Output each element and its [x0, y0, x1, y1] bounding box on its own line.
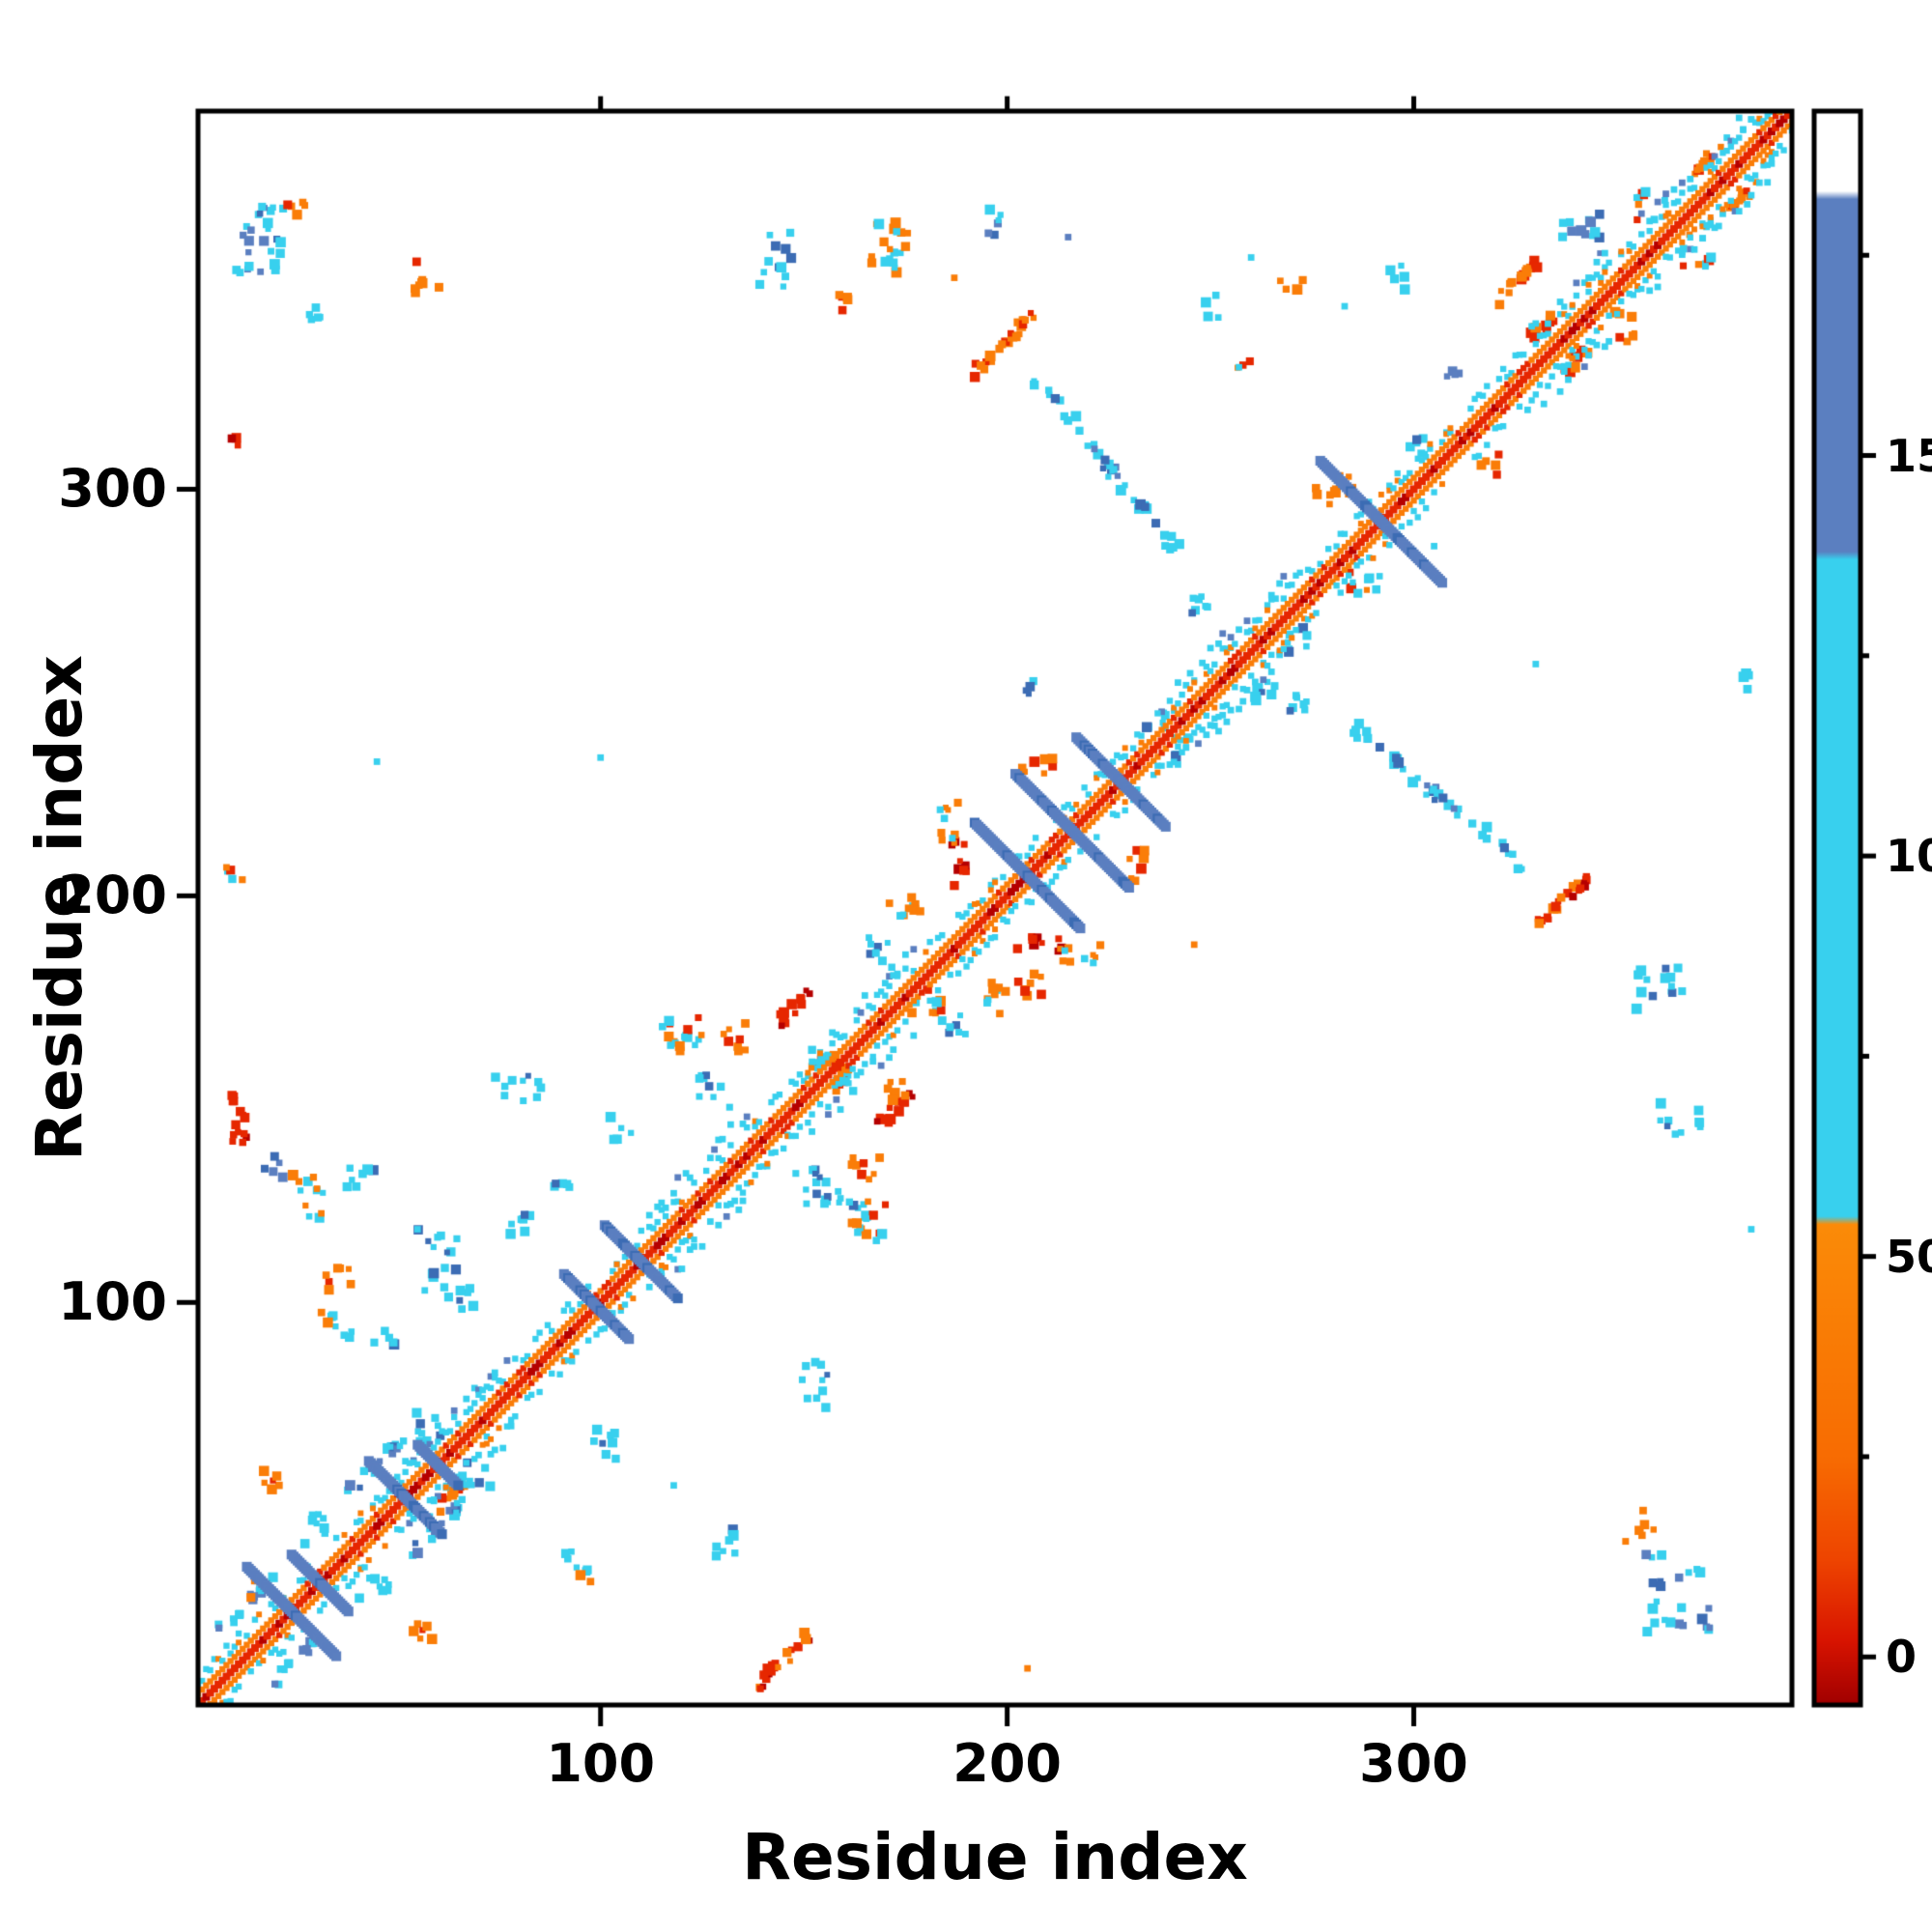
y-tick-label-100: 100: [58, 1271, 167, 1333]
colorbar-tick-label-100: 100: [1886, 830, 1932, 883]
y-tick-label-200: 200: [58, 865, 167, 926]
x-tick-label-100: 100: [546, 1733, 656, 1794]
x-axis-title: Residue index: [742, 1820, 1248, 1894]
y-tick-label-300: 300: [58, 458, 167, 520]
x-tick-label-200: 200: [952, 1733, 1062, 1794]
x-tick-label-300: 300: [1359, 1733, 1468, 1794]
colorbar-tick-label-50: 50: [1886, 1230, 1932, 1283]
colorbar-tick-label-0: 0: [1886, 1631, 1918, 1684]
colorbar-tick-label-150: 150: [1886, 429, 1932, 482]
